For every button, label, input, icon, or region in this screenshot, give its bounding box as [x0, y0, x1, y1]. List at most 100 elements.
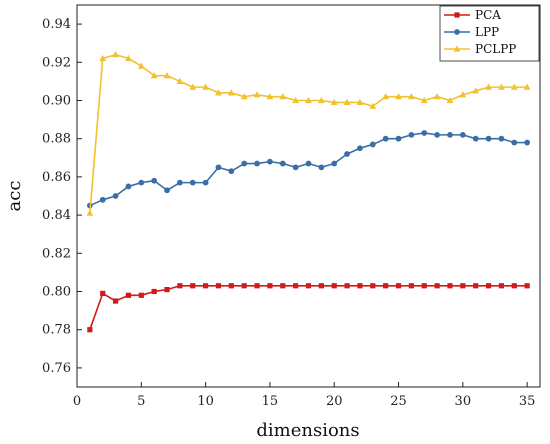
data-point-lpp — [228, 168, 235, 175]
data-point-pca — [357, 283, 363, 289]
data-point-lpp — [99, 196, 106, 203]
data-point-pca — [215, 283, 222, 289]
data-point-lpp — [485, 135, 492, 142]
data-point-pclpp — [150, 72, 158, 79]
data-point-pclpp — [433, 93, 441, 100]
data-point-pca — [203, 283, 209, 289]
data-point-pclpp — [498, 83, 505, 90]
legend-label-pca: PCA — [475, 8, 501, 22]
y-tick-label: 0.84 — [42, 208, 71, 223]
data-point-pca — [267, 283, 273, 289]
data-point-pca — [344, 283, 350, 289]
data-point-pca — [293, 283, 299, 289]
data-point-lpp — [176, 179, 183, 186]
data-point-pca — [511, 283, 517, 289]
series-pca — [87, 283, 530, 333]
data-point-pclpp — [420, 96, 428, 104]
data-point-pca — [177, 283, 183, 289]
data-point-lpp — [434, 131, 441, 138]
data-point-pclpp — [99, 54, 107, 62]
data-point-pclpp — [240, 93, 248, 100]
data-point-pca — [473, 283, 479, 289]
axis-ticks: 0 5 10 15 20 25 30 35 0.76 0.78 0.80 0.82 0.84 0.86 0.… — [42, 17, 535, 409]
data-point-pclpp — [369, 102, 377, 109]
data-point-pca — [485, 283, 492, 289]
data-point-pca — [524, 283, 530, 289]
data-point-pclpp — [292, 96, 300, 104]
data-point-pclpp — [253, 91, 261, 98]
data-point-pclpp — [137, 62, 145, 69]
data-point-pclpp — [279, 93, 287, 100]
data-point-lpp — [202, 179, 209, 186]
data-point-pclpp — [407, 93, 415, 100]
x-tick-label: 10 — [197, 394, 214, 409]
data-point-pca — [241, 283, 247, 289]
data-point-pca — [460, 283, 466, 289]
x-axis-label: dimensions — [256, 420, 359, 441]
x-tick-label: 25 — [390, 394, 407, 409]
data-point-pca — [331, 283, 337, 289]
data-point-pca — [383, 283, 389, 289]
data-point-pca — [254, 283, 260, 289]
data-point-pclpp — [446, 96, 454, 104]
data-point-pclpp — [202, 83, 210, 90]
data-point-pca — [395, 283, 402, 289]
data-point-lpp — [369, 141, 376, 148]
data-point-pclpp — [189, 83, 197, 90]
data-point-lpp — [125, 183, 132, 190]
data-point-pclpp — [86, 209, 94, 216]
data-point-lpp — [498, 135, 505, 142]
data-point-lpp — [421, 130, 428, 136]
data-point-pclpp — [176, 77, 184, 84]
data-point-pca — [447, 283, 453, 289]
data-point-pclpp — [317, 96, 325, 104]
data-point-lpp — [241, 160, 248, 167]
data-point-pclpp — [112, 51, 119, 58]
data-point-lpp — [267, 158, 273, 165]
data-point-pclpp — [305, 96, 312, 104]
data-point-pca — [125, 292, 132, 298]
x-tick-label: 0 — [73, 394, 81, 409]
y-tick-label: 0.80 — [42, 285, 71, 300]
data-point-pca — [280, 283, 286, 289]
data-point-pca — [370, 283, 376, 289]
legend: PCA LPP PCLPP — [439, 5, 540, 62]
x-tick-label: 30 — [455, 394, 472, 409]
y-tick-label: 0.76 — [42, 361, 71, 376]
series-pclpp — [86, 51, 531, 216]
data-point-pclpp — [459, 91, 467, 98]
data-point-pca — [87, 327, 93, 333]
data-point-lpp — [382, 135, 389, 142]
legend-marker-pca — [454, 12, 460, 18]
data-point-pclpp — [215, 89, 222, 96]
data-point-pclpp — [395, 93, 402, 100]
data-point-lpp — [215, 164, 222, 171]
data-point-lpp — [164, 187, 170, 194]
data-point-lpp — [447, 131, 453, 138]
data-point-pca — [408, 283, 414, 289]
data-point-pca — [100, 290, 106, 297]
legend-marker-pclpp — [453, 45, 461, 52]
y-tick-label: 0.86 — [42, 170, 71, 185]
data-point-pclpp — [266, 93, 274, 100]
legend-marker-lpp — [454, 29, 460, 35]
data-point-pclpp — [163, 72, 171, 79]
series-lpp — [86, 130, 531, 209]
y-tick-label: 0.92 — [42, 55, 71, 70]
data-point-lpp — [524, 139, 531, 146]
x-tick-label: 35 — [519, 394, 536, 409]
data-point-pclpp — [472, 87, 480, 94]
data-point-lpp — [459, 131, 466, 138]
data-point-pclpp — [330, 98, 338, 106]
data-point-lpp — [395, 135, 402, 142]
data-point-lpp — [331, 160, 338, 167]
data-point-lpp — [138, 179, 145, 186]
y-axis-label: acc — [4, 181, 25, 212]
data-point-pca — [151, 288, 157, 295]
data-point-pclpp — [227, 89, 235, 96]
data-point-pca — [421, 283, 427, 289]
data-point-pca — [190, 283, 196, 289]
data-point-pca — [305, 283, 312, 289]
data-point-lpp — [292, 164, 299, 171]
x-tick-label: 15 — [262, 394, 279, 409]
